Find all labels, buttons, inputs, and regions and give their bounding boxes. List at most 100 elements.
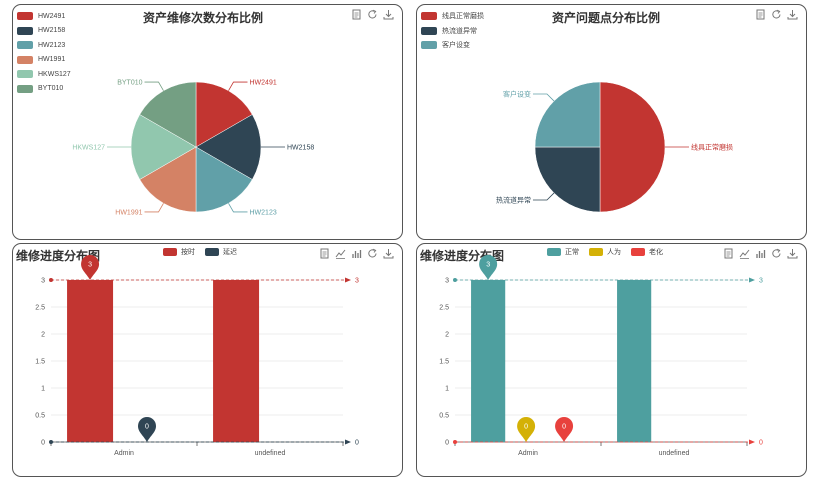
- legend-item[interactable]: 线具正常磨损: [421, 9, 484, 24]
- marker-value: 0: [524, 424, 528, 431]
- download-icon[interactable]: [787, 9, 798, 20]
- legend-item[interactable]: 热流道异常: [421, 24, 484, 39]
- chart-legend: 正常 人为 老化: [547, 247, 663, 257]
- x-tick-label: undefined: [659, 450, 690, 457]
- line-chart-icon[interactable]: [335, 248, 346, 259]
- pie-slice[interactable]: [139, 81, 197, 148]
- y-tick-label: 0.5: [439, 413, 449, 420]
- max-value-marker[interactable]: 3: [479, 255, 498, 280]
- markline-arrow: [749, 439, 755, 445]
- data-view-icon[interactable]: [755, 9, 766, 20]
- data-view-icon[interactable]: [723, 248, 734, 259]
- y-tick-label: 2.5: [439, 305, 449, 312]
- legend-item[interactable]: 延迟: [205, 247, 237, 257]
- chart-title: 维修进度分布图: [16, 249, 101, 263]
- legend-swatch: [17, 41, 33, 50]
- legend-item[interactable]: HW2491: [17, 9, 71, 24]
- y-tick-label: 1: [445, 386, 449, 393]
- refresh-icon[interactable]: [771, 248, 782, 259]
- chart-toolbox: [755, 9, 798, 20]
- bar-chart-icon[interactable]: [351, 248, 362, 259]
- marker-value: 0: [145, 424, 149, 431]
- download-icon[interactable]: [383, 9, 394, 20]
- legend-item[interactable]: HKWS127: [17, 67, 71, 82]
- markline-arrow: [749, 277, 755, 283]
- slice-label: HW2491: [250, 80, 277, 87]
- pie-slice[interactable]: [534, 146, 601, 213]
- legend-swatch: [205, 248, 219, 256]
- legend-label: 延迟: [223, 249, 237, 256]
- max-value-marker[interactable]: 0: [517, 417, 536, 442]
- legend-label: 按时: [181, 249, 195, 256]
- legend-swatch: [17, 84, 33, 93]
- legend-item[interactable]: HW2123: [17, 38, 71, 53]
- y-tick-label: 0: [41, 440, 45, 447]
- refresh-icon[interactable]: [367, 248, 378, 259]
- legend-label: HW2158: [38, 27, 66, 35]
- max-value-marker[interactable]: 0: [138, 417, 156, 442]
- bar-chart-icon[interactable]: [755, 248, 766, 259]
- legend-label: HW2123: [38, 41, 66, 49]
- legend-swatch: [421, 26, 437, 35]
- marker-value: 3: [486, 262, 490, 269]
- pie-slice[interactable]: [195, 81, 253, 148]
- download-icon[interactable]: [383, 248, 394, 259]
- max-value-marker[interactable]: 0: [555, 416, 574, 442]
- legend-swatch: [17, 26, 33, 35]
- pie-slice[interactable]: [130, 114, 197, 180]
- legend-label: 人为: [607, 249, 621, 256]
- slice-label: 线具正常磨损: [691, 143, 733, 152]
- line-chart-icon[interactable]: [739, 248, 750, 259]
- download-icon[interactable]: [787, 248, 798, 259]
- chart-legend: HW2491 HW2158 HW2123 HW1991 HKWS127 BYT010: [17, 9, 71, 96]
- data-view-icon[interactable]: [319, 248, 330, 259]
- y-tick-label: 1.5: [439, 359, 449, 366]
- legend-item[interactable]: 人为: [589, 247, 621, 257]
- pie-slice[interactable]: [195, 146, 253, 213]
- data-view-icon[interactable]: [351, 9, 362, 20]
- pie-chart: HW2491 HW2158 HW2123 HW1991 HKWS127 BYT010: [72, 80, 314, 217]
- pie-slice[interactable]: [195, 114, 262, 180]
- legend-label: 老化: [649, 249, 663, 256]
- bar[interactable]: [617, 280, 652, 442]
- bar[interactable]: [471, 280, 506, 442]
- y-tick-label: 3: [445, 278, 449, 285]
- legend-item[interactable]: BYT010: [17, 82, 71, 97]
- legend-label: HW2491: [38, 12, 66, 20]
- markline-label: 0: [355, 440, 359, 447]
- label-line: [532, 93, 555, 102]
- legend-item[interactable]: 正常: [547, 247, 579, 257]
- chart-toolbox: [723, 248, 798, 259]
- label-line: [144, 81, 164, 91]
- max-value-marker[interactable]: 3: [81, 255, 100, 280]
- legend-item[interactable]: HW2158: [17, 24, 71, 39]
- label-line: [228, 81, 248, 91]
- bar-chart: 0 0.5 1 1.5 2 2.5 3 Admin undefined 3 0 3 0 0: [439, 255, 763, 457]
- legend-swatch: [163, 248, 177, 256]
- slice-label: HKWS127: [72, 145, 105, 152]
- chart-legend: 按时 延迟: [163, 247, 237, 257]
- slice-label: HW2158: [287, 145, 314, 152]
- asset-issue-panel: 线具正常磨损 热流道异常 客户设变 资产问题点分布比例 线具正常磨损 热流道异常 客户设…: [416, 4, 807, 240]
- legend-item[interactable]: 按时: [163, 247, 195, 257]
- chart-toolbox: [351, 9, 394, 20]
- bar[interactable]: [67, 280, 114, 442]
- pie-slice[interactable]: [534, 81, 601, 148]
- refresh-icon[interactable]: [771, 9, 782, 20]
- legend-swatch: [421, 41, 437, 50]
- bar[interactable]: [213, 280, 260, 442]
- y-tick-label: 2: [445, 332, 449, 339]
- refresh-icon[interactable]: [367, 9, 378, 20]
- markline-arrow: [345, 277, 351, 283]
- legend-item[interactable]: 客户设变: [421, 38, 484, 53]
- legend-label: HW1991: [38, 56, 66, 64]
- chart-toolbox: [319, 248, 394, 259]
- pie-slice[interactable]: [139, 146, 197, 213]
- chart-legend: 线具正常磨损 热流道异常 客户设变: [421, 9, 484, 53]
- legend-item[interactable]: HW1991: [17, 53, 71, 68]
- y-tick-label: 2: [41, 332, 45, 339]
- legend-swatch: [547, 248, 561, 256]
- pie-slice[interactable]: [599, 81, 666, 213]
- legend-item[interactable]: 老化: [631, 247, 663, 257]
